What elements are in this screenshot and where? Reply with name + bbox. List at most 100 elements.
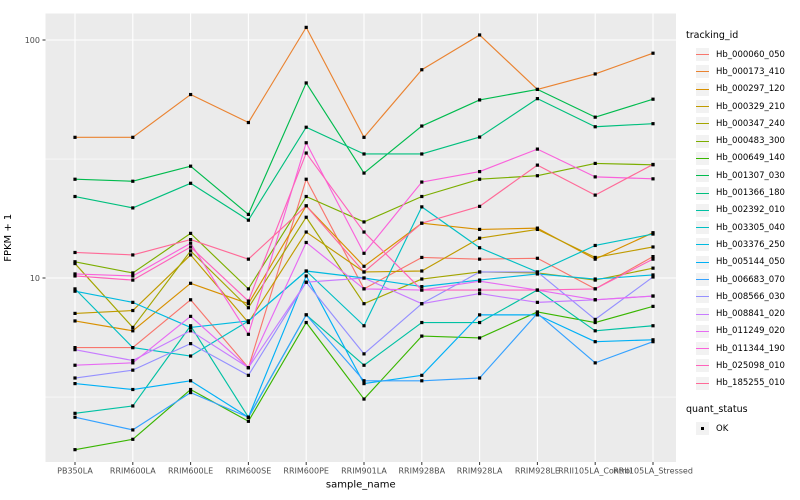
legend-entry-Hb_001307_030: Hb_001307_030 bbox=[686, 167, 798, 184]
data-point bbox=[651, 266, 655, 270]
data-point bbox=[478, 291, 482, 296]
data-point bbox=[593, 317, 597, 321]
x-tick-label: RRIM928LA bbox=[457, 467, 503, 476]
data-point bbox=[420, 373, 424, 377]
data-point bbox=[73, 311, 77, 316]
data-point bbox=[246, 302, 250, 306]
data-point bbox=[593, 298, 597, 302]
data-point bbox=[131, 368, 135, 372]
data-point bbox=[73, 319, 77, 323]
y-axis-title: FPKM + 1 bbox=[3, 214, 14, 262]
legend-entry-label: Hb_000347_240 bbox=[716, 118, 785, 129]
data-point bbox=[478, 313, 482, 317]
legend-color-line-icon bbox=[696, 296, 709, 298]
legend-key-swatch bbox=[696, 221, 709, 235]
x-tick-label: RRIM928LE bbox=[515, 467, 560, 476]
legend-entry-Hb_000173_410: Hb_000173_410 bbox=[686, 63, 798, 80]
legend-key-swatch bbox=[696, 186, 709, 200]
data-point bbox=[593, 161, 597, 166]
legend-entry-label: Hb_011344_190 bbox=[716, 343, 785, 354]
legend-entry-Hb_000483_300: Hb_000483_300 bbox=[686, 132, 798, 149]
data-point bbox=[73, 411, 77, 415]
data-point bbox=[131, 271, 135, 275]
data-point bbox=[478, 270, 482, 274]
data-point bbox=[535, 227, 539, 232]
data-point bbox=[362, 135, 366, 139]
legend-key-swatch bbox=[696, 255, 709, 269]
data-point bbox=[189, 92, 193, 97]
legend-entry-label: Hb_185255_010 bbox=[716, 378, 785, 389]
legend-key-swatch bbox=[696, 82, 709, 96]
data-point bbox=[651, 122, 655, 126]
legend: tracking_id Hb_000060_050 Hb_000173_410 Hb… bbox=[686, 30, 798, 437]
legend-color-line-icon bbox=[696, 209, 709, 211]
data-point bbox=[304, 81, 308, 85]
data-point bbox=[651, 162, 655, 167]
data-point bbox=[478, 288, 482, 292]
data-point bbox=[420, 194, 424, 199]
data-point bbox=[420, 302, 424, 306]
data-point bbox=[535, 87, 539, 92]
data-point bbox=[593, 175, 597, 179]
data-point bbox=[304, 313, 308, 317]
x-tick-label: RRII105LA_Control bbox=[558, 467, 632, 476]
legend-entry-label: Hb_008566_030 bbox=[716, 291, 785, 302]
legend-entry-label: Hb_003376_250 bbox=[716, 239, 785, 250]
x-tick-label: RRIM600LE bbox=[168, 467, 213, 476]
data-point bbox=[73, 250, 77, 255]
quant-ok-key-swatch bbox=[696, 422, 709, 436]
legend-entry-Hb_000347_240: Hb_000347_240 bbox=[686, 115, 798, 132]
data-point bbox=[478, 227, 482, 232]
data-point bbox=[246, 257, 250, 261]
data-point bbox=[304, 215, 308, 219]
data-point bbox=[246, 299, 250, 303]
data-point bbox=[651, 275, 655, 279]
data-point bbox=[246, 419, 250, 423]
legend-entry-Hb_000329_210: Hb_000329_210 bbox=[686, 98, 798, 115]
legend-key-swatch bbox=[696, 273, 709, 286]
legend-color-line-icon bbox=[696, 382, 709, 384]
legend-entry-Hb_011249_020: Hb_011249_020 bbox=[686, 323, 798, 340]
legend-entry-label: Hb_002392_010 bbox=[716, 205, 785, 216]
data-point bbox=[131, 179, 135, 183]
data-point bbox=[73, 274, 77, 278]
legend-key-swatch bbox=[696, 48, 709, 62]
x-tick-label: RRIM600LA bbox=[110, 467, 156, 476]
data-point bbox=[362, 382, 366, 386]
data-point bbox=[362, 251, 366, 255]
data-point bbox=[73, 415, 77, 419]
legend-color-line-icon bbox=[696, 227, 709, 229]
data-point bbox=[304, 204, 308, 208]
legend-entry-label: Hb_003305_040 bbox=[716, 222, 785, 233]
data-point bbox=[651, 257, 655, 261]
legend-key-swatch bbox=[696, 307, 709, 321]
data-point bbox=[535, 288, 539, 292]
data-point bbox=[131, 135, 135, 139]
data-point bbox=[478, 279, 482, 283]
data-point bbox=[131, 428, 135, 432]
data-point bbox=[304, 141, 308, 145]
data-point bbox=[478, 376, 482, 380]
data-point bbox=[131, 253, 135, 257]
data-point bbox=[651, 294, 655, 298]
data-point bbox=[535, 256, 539, 260]
legend-color-line-icon bbox=[696, 313, 709, 315]
data-point bbox=[420, 124, 424, 128]
data-point bbox=[304, 125, 308, 129]
data-point bbox=[420, 277, 424, 281]
legend-entry-label: Hb_008841_020 bbox=[716, 309, 785, 320]
data-point bbox=[651, 340, 655, 344]
legend-key-swatch bbox=[696, 238, 709, 252]
data-point bbox=[535, 300, 539, 304]
data-point bbox=[131, 361, 135, 365]
data-point bbox=[593, 243, 597, 248]
legend-color-line-icon bbox=[696, 279, 709, 280]
black-square-point-icon bbox=[700, 426, 705, 431]
data-point bbox=[304, 280, 308, 284]
legend-color-line-icon bbox=[696, 192, 709, 194]
x-tick-label: RRIM901LA bbox=[341, 467, 387, 476]
x-tick-label: RRIM928BA bbox=[398, 467, 445, 476]
data-point bbox=[651, 97, 655, 101]
legend-entry-Hb_003376_250: Hb_003376_250 bbox=[686, 236, 798, 253]
data-point bbox=[593, 329, 597, 333]
